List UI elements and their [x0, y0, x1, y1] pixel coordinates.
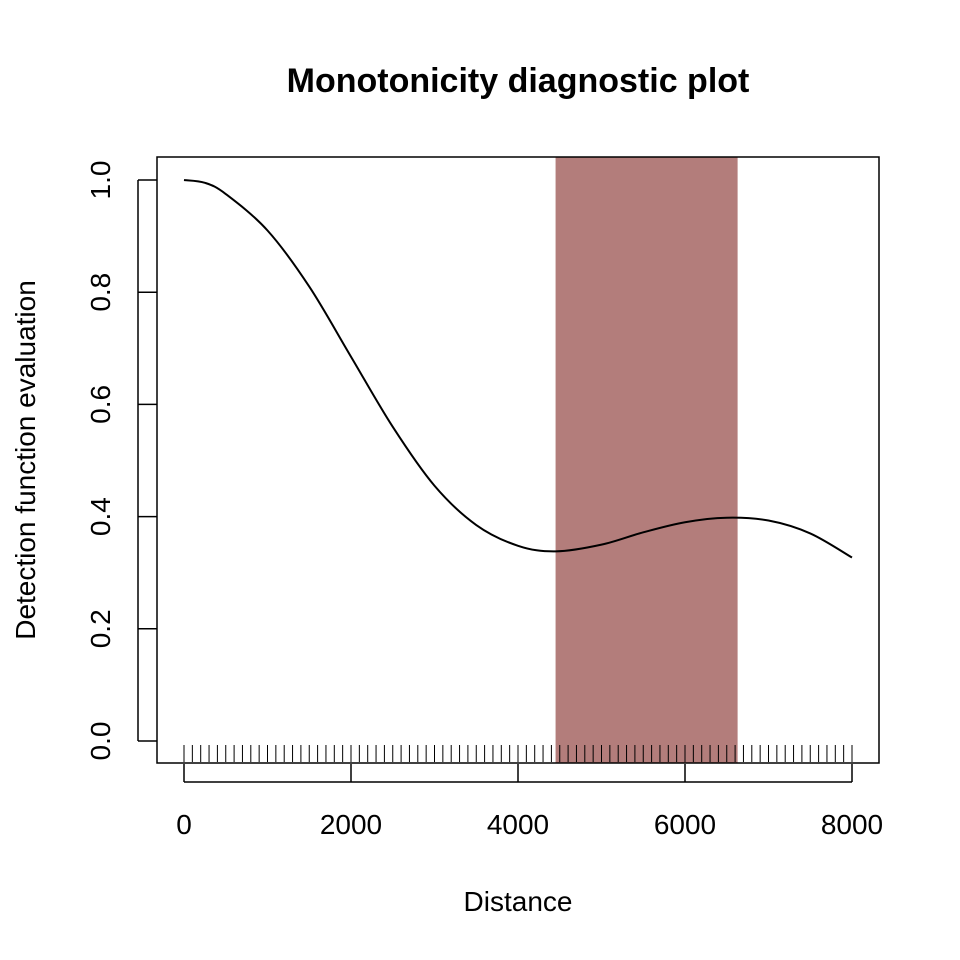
detection-curve	[183, 179, 853, 559]
y-tick-label: 1.0	[85, 161, 116, 200]
x-tick-label: 6000	[654, 809, 716, 840]
y-tick-label: 0.4	[85, 497, 116, 536]
x-tick-label: 4000	[487, 809, 549, 840]
plot-frame	[156, 156, 880, 764]
x-tick-label: 0	[176, 809, 192, 840]
chart-title: Monotonicity diagnostic plot	[287, 62, 750, 100]
y-tick-label: 0.0	[85, 722, 116, 761]
x-tick-label: 2000	[320, 809, 382, 840]
y-tick-label: 0.6	[85, 385, 116, 424]
x-axis: 0 2000 4000 6000 8000	[176, 764, 883, 840]
x-tick-label: 8000	[821, 809, 883, 840]
y-tick-label: 0.8	[85, 273, 116, 312]
y-tick-label: 0.2	[85, 609, 116, 648]
y-axis-label: Detection function evaluation	[10, 280, 41, 640]
x-axis-label: Distance	[464, 886, 573, 917]
highlight-region	[555, 157, 738, 763]
y-axis: 0.0 0.2 0.4 0.6 0.8 1.0	[85, 161, 157, 761]
